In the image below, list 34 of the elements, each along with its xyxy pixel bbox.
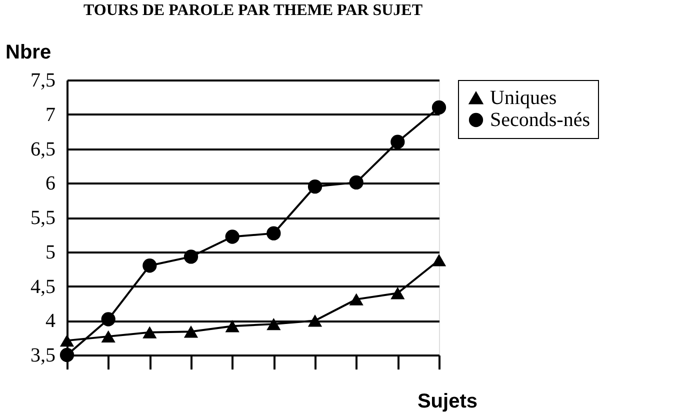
- point: [142, 326, 157, 338]
- point: [184, 326, 198, 338]
- y-tick-label: 6: [46, 172, 56, 195]
- point: [390, 134, 405, 149]
- y-tick-label: 5,5: [30, 207, 56, 229]
- point: [349, 175, 364, 190]
- point: [266, 318, 281, 330]
- point: [60, 348, 74, 362]
- y-tick-label: 4,5: [30, 276, 56, 298]
- point: [308, 314, 322, 327]
- y-tick-label: 5: [46, 241, 56, 264]
- legend-label: Uniques: [490, 87, 557, 109]
- y-axis-title: Nbre: [6, 42, 52, 64]
- point: [432, 100, 446, 115]
- point: [101, 312, 116, 326]
- point: [142, 258, 157, 273]
- y-tick-label: 7,5: [30, 70, 56, 92]
- point: [390, 287, 405, 300]
- point: [225, 230, 240, 244]
- point: [101, 330, 116, 343]
- y-tick-label: 3,5: [30, 344, 56, 366]
- legend-label: Seconds-nés: [490, 109, 590, 131]
- point: [184, 250, 198, 264]
- point: [432, 254, 446, 266]
- y-tick-label: 4: [46, 310, 56, 332]
- y-tick-label: 7: [46, 104, 56, 126]
- point: [349, 293, 364, 306]
- y-tick-label: 6,5: [30, 138, 56, 160]
- point: [60, 334, 74, 347]
- point: [266, 226, 281, 240]
- point: [308, 180, 322, 194]
- chart-title: TOURS DE PAROLE PAR THEME PAR SUJET: [83, 2, 423, 19]
- x-axis-title: Sujets: [417, 390, 478, 412]
- point: [225, 320, 240, 332]
